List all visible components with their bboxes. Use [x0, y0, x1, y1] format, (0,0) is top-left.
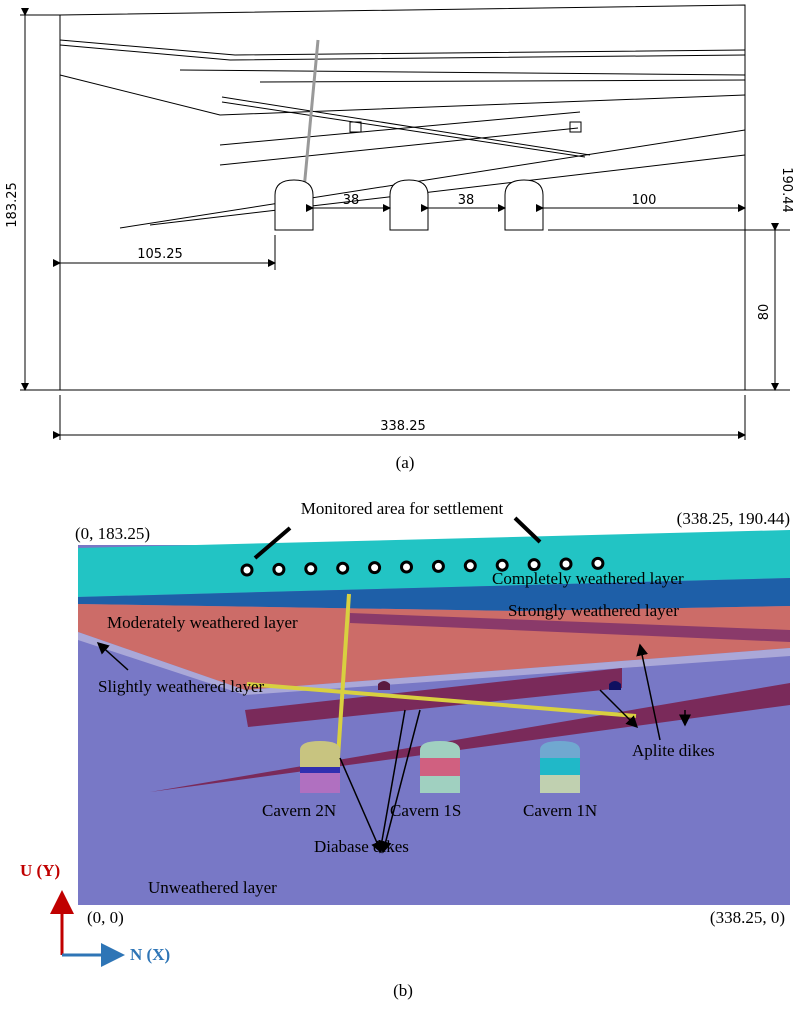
panel-b: Monitored area for settlement (0, 183.25… — [20, 499, 790, 1000]
panel-a: 183.25 190.44 38 38 100 105.25 80 338.25… — [5, 5, 794, 472]
coordinate: (338.25, 190.44) — [677, 509, 790, 528]
dim-label: 38 — [458, 193, 475, 208]
layer-label: Completely weathered layer — [492, 569, 684, 588]
annotation: Monitored area for settlement — [301, 499, 504, 518]
layer-label: Strongly weathered layer — [508, 601, 679, 620]
coordinate: (0, 0) — [87, 908, 124, 927]
dike-label: Aplite dikes — [632, 741, 715, 760]
monitor-point — [433, 561, 443, 571]
dim-label: 338.25 — [380, 419, 426, 434]
coordinate: (0, 183.25) — [75, 524, 150, 543]
monitor-point — [465, 561, 475, 571]
dim-label: 38 — [343, 193, 360, 208]
dim-label: 100 — [632, 193, 657, 208]
cavern-label: Cavern 2N — [262, 801, 336, 820]
monitor-point — [242, 565, 252, 575]
layer-label: Unweathered layer — [148, 878, 277, 897]
dim-label: 190.44 — [779, 167, 794, 213]
axis-label: U (Y) — [20, 861, 60, 880]
panel-label: (b) — [393, 981, 413, 1000]
monitor-point — [306, 564, 316, 574]
cavern-label: Cavern 1S — [390, 801, 461, 820]
dim-label: 105.25 — [137, 247, 183, 262]
figure: 183.25 190.44 38 38 100 105.25 80 338.25… — [0, 0, 809, 1012]
geology-lines — [20, 15, 790, 440]
monitor-point — [402, 562, 412, 572]
monitor-point — [274, 564, 284, 574]
cavern — [420, 741, 460, 793]
dim-label: 80 — [757, 304, 772, 321]
cavern-label: Cavern 1N — [523, 801, 597, 820]
monitor-point — [593, 558, 603, 568]
cavern — [300, 741, 340, 793]
monitor-point — [370, 563, 380, 573]
axis-label: N (X) — [130, 945, 170, 964]
coordinate: (338.25, 0) — [710, 908, 785, 927]
panel-label: (a) — [396, 453, 415, 472]
dike-label: Diabase dikes — [314, 837, 409, 856]
monitor-point — [561, 559, 571, 569]
dim-label: 183.25 — [5, 182, 20, 228]
layer-label: Moderately weathered layer — [107, 613, 298, 632]
monitor-point — [338, 563, 348, 573]
cavern — [540, 741, 580, 793]
layer-label: Slightly weathered layer — [98, 677, 265, 696]
